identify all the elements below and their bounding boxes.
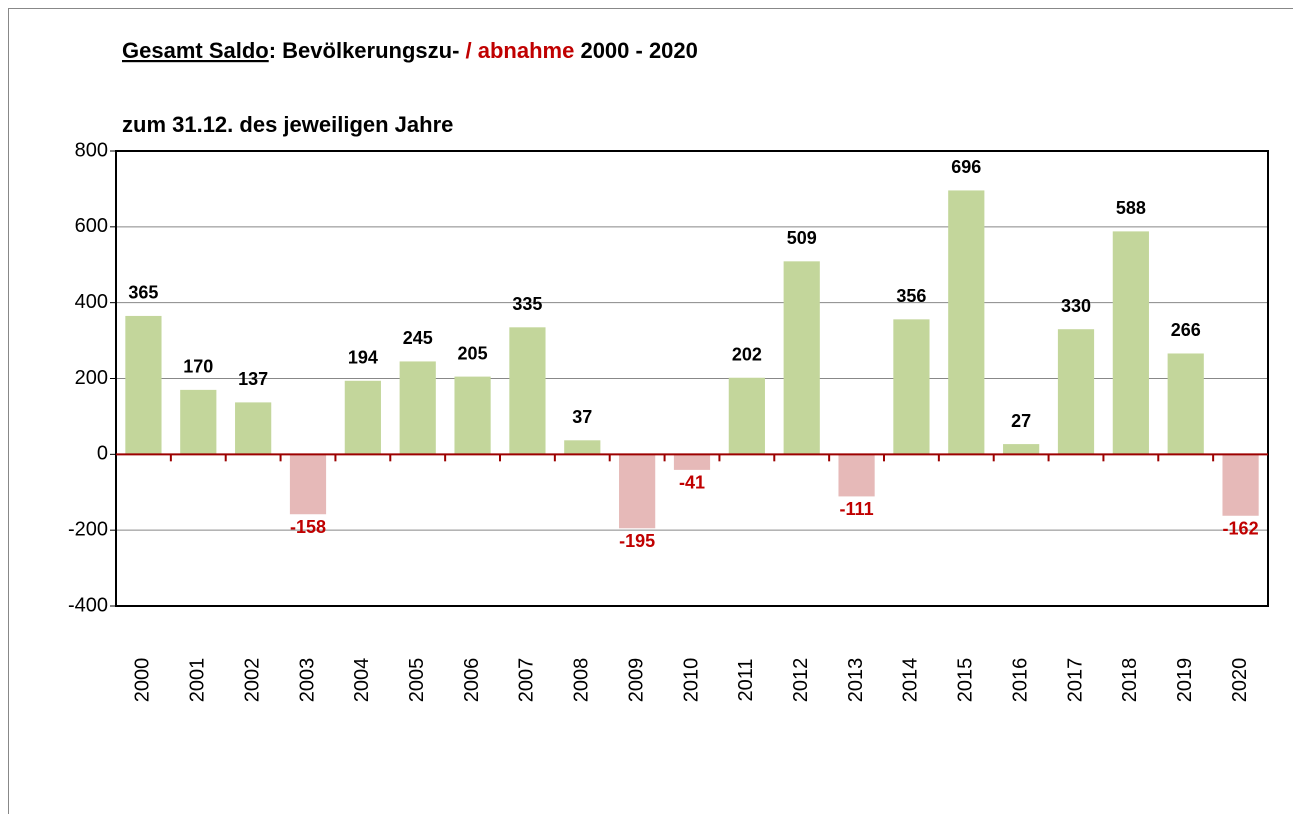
- x-tick-label: 2005: [406, 658, 428, 703]
- value-label: 509: [787, 228, 817, 248]
- x-tick-label: 2001: [187, 658, 209, 703]
- bar: [125, 316, 161, 454]
- value-label: 37: [572, 407, 592, 427]
- bar: [1058, 329, 1094, 454]
- x-tick-label: 2016: [1009, 658, 1031, 703]
- bar: [1168, 353, 1204, 454]
- bar: [509, 327, 545, 454]
- bar: [838, 454, 874, 496]
- title-part: Gesamt Saldo: [122, 38, 269, 63]
- chart-subtitle: zum 31.12. des jeweiligen Jahre: [122, 112, 453, 137]
- value-label: 335: [512, 294, 542, 314]
- value-label: 194: [348, 348, 378, 368]
- bar: [619, 454, 655, 528]
- value-label: -41: [679, 473, 705, 493]
- x-tick-label: 2008: [571, 658, 593, 703]
- value-label: -158: [290, 517, 326, 537]
- x-tick-label: 2013: [845, 658, 867, 703]
- y-tick-label: 400: [75, 291, 108, 313]
- value-label: 588: [1116, 198, 1146, 218]
- bar: [729, 378, 765, 455]
- bar: [235, 402, 271, 454]
- value-label: 330: [1061, 296, 1091, 316]
- x-tick-label: 2019: [1174, 658, 1196, 703]
- value-label: -162: [1223, 519, 1259, 539]
- chart-title: Gesamt Saldo: Bevölkerungszu- / abnahme …: [122, 38, 698, 63]
- title-part: : Bevölkerungszu-: [269, 38, 466, 63]
- bar: [454, 377, 490, 455]
- bar: [784, 261, 820, 454]
- x-tick-label: 2018: [1119, 658, 1141, 703]
- y-tick-label: 0: [97, 443, 108, 465]
- bar: [1222, 454, 1258, 515]
- bar: [1113, 231, 1149, 454]
- x-tick-label: 2015: [955, 658, 977, 703]
- bar: [1003, 444, 1039, 454]
- y-tick-label: 800: [75, 139, 108, 161]
- bar: [290, 454, 326, 514]
- value-label: -111: [840, 499, 874, 519]
- bar: [948, 190, 984, 454]
- x-tick-label: 2011: [735, 658, 757, 701]
- bar: [893, 319, 929, 454]
- x-tick-label: 2010: [680, 658, 702, 703]
- bar: [345, 381, 381, 455]
- value-label: 245: [403, 328, 433, 348]
- bar: [674, 454, 710, 470]
- x-tick-label: 2014: [900, 658, 922, 703]
- value-label: 365: [128, 283, 158, 303]
- bar: [400, 361, 436, 454]
- y-tick-label: 200: [75, 367, 108, 389]
- x-tick-label: 2007: [516, 658, 538, 703]
- x-tick-label: 2009: [625, 658, 647, 703]
- bar: [564, 440, 600, 454]
- value-label: -195: [619, 531, 655, 551]
- value-label: 170: [183, 357, 213, 377]
- x-tick-label: 2020: [1229, 658, 1251, 703]
- x-tick-label: 2006: [461, 658, 483, 703]
- x-tick-label: 2017: [1064, 658, 1086, 703]
- x-tick-label: 2002: [241, 658, 263, 703]
- y-tick-label: 600: [75, 215, 108, 237]
- bar: [180, 390, 216, 454]
- y-tick-label: -200: [68, 518, 108, 540]
- value-label: 696: [951, 157, 981, 177]
- x-tick-label: 2012: [790, 658, 812, 703]
- x-tick-label: 2004: [351, 658, 373, 703]
- x-tick-label: 2003: [296, 658, 318, 703]
- value-label: 137: [238, 369, 268, 389]
- x-tick-label: 2000: [132, 658, 154, 703]
- title-part: 2000 - 2020: [574, 38, 698, 63]
- value-label: 202: [732, 344, 762, 364]
- y-tick-label: -400: [68, 594, 108, 616]
- value-label: 266: [1171, 320, 1201, 340]
- value-label: 205: [458, 343, 488, 363]
- title-part: / abnahme: [466, 38, 575, 63]
- value-label: 27: [1011, 411, 1031, 431]
- value-label: 356: [896, 286, 926, 306]
